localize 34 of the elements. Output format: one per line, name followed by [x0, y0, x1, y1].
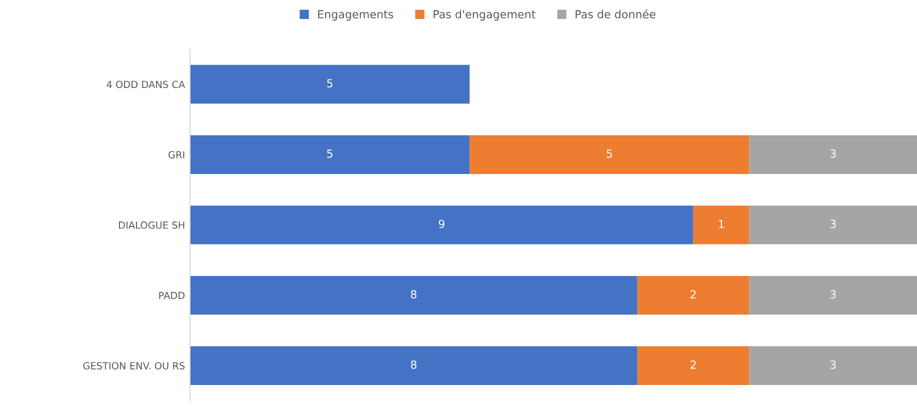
- data-label: 1: [718, 220, 724, 228]
- bar: [190, 346, 638, 385]
- bar: [749, 206, 917, 244]
- bar: [470, 135, 750, 174]
- data-label: 8: [410, 360, 416, 369]
- data-label: 2: [690, 360, 696, 369]
- data-label: 3: [830, 220, 836, 228]
- bar: [637, 276, 750, 315]
- y-tick-label: GRI: [168, 151, 184, 158]
- y-tick-label: PADD: [159, 292, 185, 299]
- legend-label: Engagements: [318, 10, 394, 21]
- legend-label: Pas de donnée: [576, 9, 656, 18]
- data-label: 9: [438, 220, 444, 228]
- bar: [749, 276, 917, 315]
- data-label: 5: [327, 79, 332, 88]
- y-tick-label: GESTION ENV. OU RS: [83, 362, 185, 370]
- legend-label: Pas d'engagement: [434, 10, 536, 21]
- bar: [749, 346, 917, 385]
- bar: [190, 206, 694, 244]
- data-label: 5: [606, 150, 612, 158]
- data-label: 8: [410, 290, 416, 299]
- data-label: 3: [830, 149, 836, 158]
- data-label: 3: [830, 290, 836, 299]
- y-tick-label: DIALOGUE SH: [119, 221, 184, 229]
- data-label: 3: [830, 360, 836, 369]
- bar: [693, 206, 750, 244]
- data-label: 2: [690, 290, 696, 298]
- y-tick-label: 4 ODD DANS CA: [106, 80, 186, 88]
- bar: [190, 135, 470, 174]
- bar: [190, 276, 638, 315]
- bar: [190, 64, 470, 104]
- bar: [749, 135, 917, 174]
- data-label: 5: [327, 150, 332, 158]
- bar: [637, 346, 750, 385]
